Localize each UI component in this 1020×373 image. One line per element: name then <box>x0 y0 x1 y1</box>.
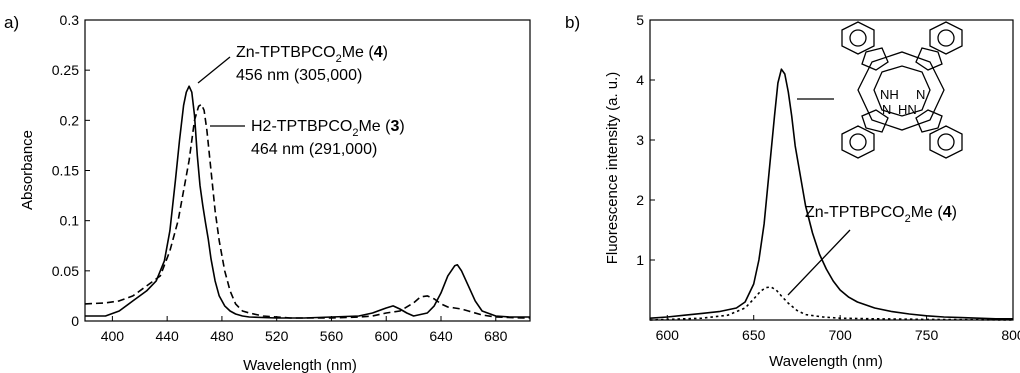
x-tick-label: 750 <box>915 327 939 343</box>
benzo-circle-tr <box>937 29 955 47</box>
series-line-dotted <box>649 286 1014 321</box>
x-tick-label: 400 <box>101 328 125 344</box>
x-tick-label: 560 <box>320 328 344 344</box>
panel-label-a: a) <box>4 13 19 32</box>
y-tick-label: 0.2 <box>60 112 80 128</box>
series-lines-b <box>649 68 1014 321</box>
y-tick-label: 1 <box>636 252 644 268</box>
x-ticks-b: 600 650 700 750 800 <box>656 315 1020 343</box>
y-tick-label: 0.05 <box>52 263 79 279</box>
x-tick-label: 520 <box>265 328 289 344</box>
atom-label-hn: HN <box>898 102 917 117</box>
benzo-ring-br <box>929 125 963 159</box>
benzo-ring-tr <box>929 21 963 55</box>
annotation-zn-detail: 456 nm (305,000) <box>236 67 362 84</box>
x-tick-label: 800 <box>1001 327 1020 343</box>
annotation-zn-name: Zn-TPTBPCO2Me (4) <box>236 44 388 65</box>
x-tick-label: 650 <box>742 327 766 343</box>
series-line-solid <box>649 68 1013 320</box>
atom-label-nh: NH <box>880 87 899 102</box>
y-tick-label: 0.15 <box>52 163 79 179</box>
plot-frame-b <box>649 19 1014 321</box>
panel-label-b: b) <box>565 13 580 32</box>
y-tick-label: 2 <box>636 192 644 208</box>
y-tick-label: 0.1 <box>60 213 80 229</box>
y-tick-label: 4 <box>636 72 644 88</box>
y-axis-label-a: Absorbance <box>19 130 36 210</box>
x-tick-label: 640 <box>429 328 453 344</box>
series-line-dashed <box>84 103 530 319</box>
x-tick-label: 440 <box>155 328 179 344</box>
annotation-h2-name: H2-TPTBPCO2Me (3) <box>251 118 405 139</box>
atom-label-n-left: N <box>882 102 891 117</box>
benzo-circle-bl <box>849 133 867 151</box>
molecular-structure <box>841 21 963 159</box>
pyrrole-ring-bl <box>861 109 889 133</box>
x-tick-label: 680 <box>484 328 508 344</box>
x-tick-label: 600 <box>375 328 399 344</box>
annotation-leader-zn <box>197 56 231 84</box>
x-ticks-a: 400 440 480 520 560 600 640 680 <box>101 316 508 344</box>
x-tick-label: 480 <box>210 328 234 344</box>
pyrrole-ring-br <box>915 109 943 133</box>
x-tick-label: 600 <box>656 327 680 343</box>
benzo-circle-tl <box>849 29 867 47</box>
x-axis-label-b: Wavelength (nm) <box>769 353 883 370</box>
benzo-ring-bl <box>841 125 875 159</box>
pyrrole-ring-tl <box>861 47 889 71</box>
y-ticks-a: 0 0.05 0.1 0.15 0.2 0.25 0.3 <box>52 12 90 329</box>
benzo-circle-br <box>937 133 955 151</box>
y-tick-label: 0 <box>71 313 79 329</box>
annotation-h2-detail: 464 nm (291,000) <box>251 141 377 158</box>
annotation-leader-zn-b <box>787 229 851 296</box>
macrocycle-ring <box>857 51 945 131</box>
x-tick-label: 700 <box>828 327 852 343</box>
benzo-ring-tl <box>841 21 875 55</box>
y-tick-label: 0.25 <box>52 62 79 78</box>
y-ticks-b: 1 2 3 4 5 <box>636 12 655 268</box>
inner-ring <box>873 65 931 117</box>
structure-atom-labels: NH N N HN <box>880 87 925 117</box>
y-tick-label: 0.3 <box>60 12 80 28</box>
annotation-zn-b-name: Zn-TPTBPCO2Me (4) <box>805 204 957 225</box>
y-tick-label: 3 <box>636 132 644 148</box>
fluorescence-chart: b) 1 2 3 4 5 600 650 700 750 800 Wavelength (nm)… <box>565 12 1020 370</box>
x-axis-label-a: Wavelength (nm) <box>243 357 357 373</box>
y-tick-label: 5 <box>636 12 644 28</box>
series-line-solid <box>85 85 530 319</box>
series-lines-a <box>84 85 530 319</box>
absorbance-chart: a) 0 0.05 0.1 0.15 0.2 0.25 0.3 400 440 480 520 56… <box>4 12 531 373</box>
atom-label-n-right: N <box>916 87 925 102</box>
pyrrole-ring-tr <box>915 47 943 71</box>
y-axis-label-b: Fluorescence intensity (a. u.) <box>604 72 621 265</box>
